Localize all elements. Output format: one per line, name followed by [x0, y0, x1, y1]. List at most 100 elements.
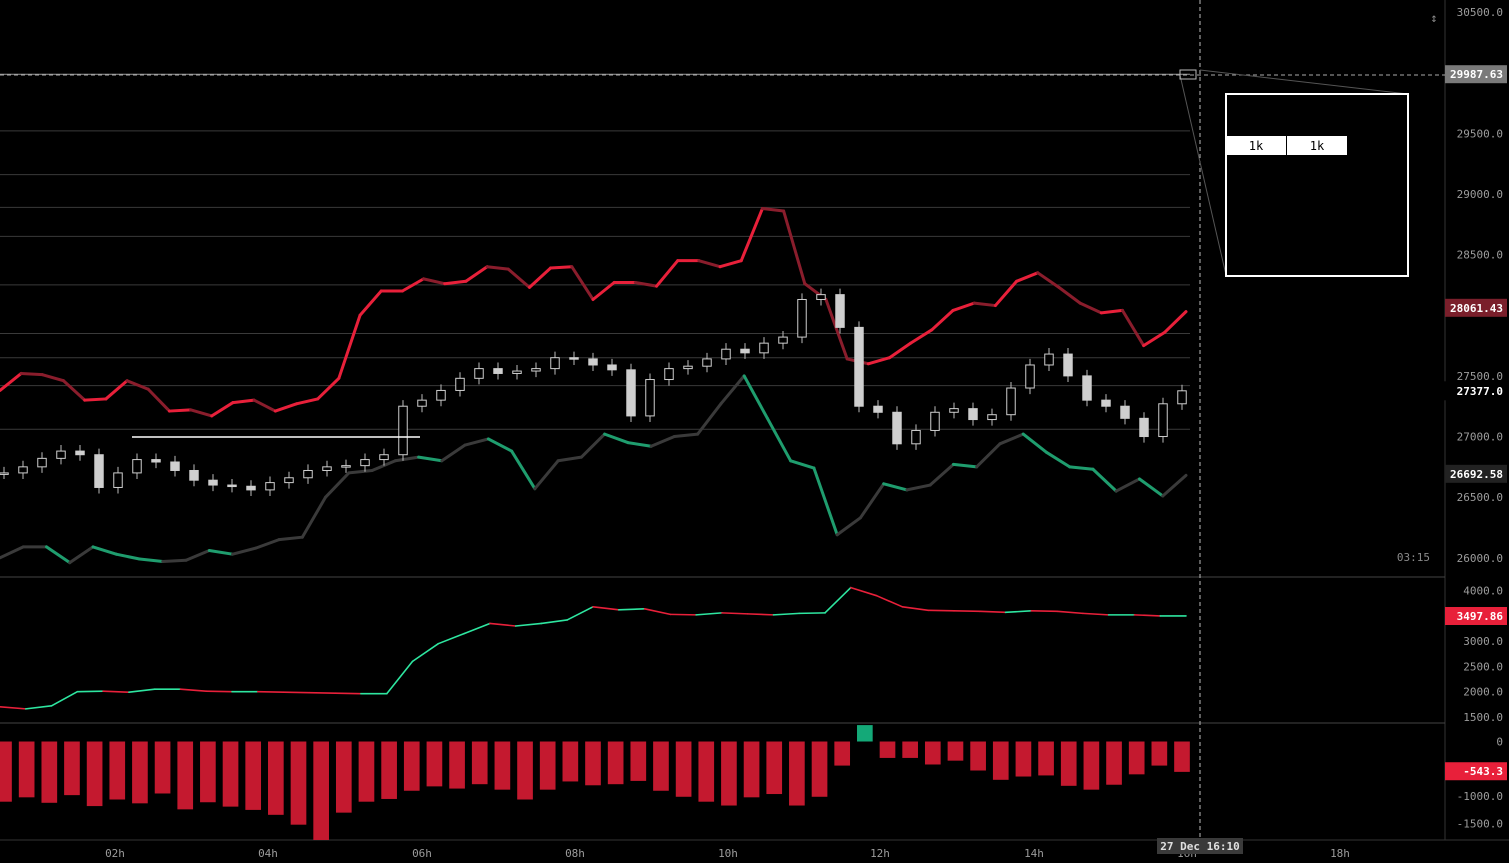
- candle: [1177, 390, 1187, 405]
- main-segment: [308, 691, 336, 695]
- candle: [645, 379, 655, 417]
- zoom-cell: [1287, 136, 1347, 155]
- upper-band-segment: [549, 265, 574, 270]
- candle: [170, 461, 180, 471]
- histogram-bar: [1060, 741, 1077, 786]
- candle: [531, 368, 541, 372]
- price-marker-label: 29987.63: [1450, 68, 1503, 81]
- zoom-frame: [1225, 93, 1409, 277]
- main-segment: [953, 610, 981, 613]
- price-marker-box: [1445, 298, 1507, 317]
- time-tick-label: 18h: [1330, 847, 1350, 860]
- lower-band-segment: [998, 432, 1025, 446]
- upper-band-segment: [782, 209, 807, 286]
- lower-band-segment: [765, 416, 793, 463]
- candle: [759, 342, 769, 354]
- histogram-bar: [64, 741, 80, 796]
- histogram-bar: [1128, 741, 1145, 775]
- histogram-bar: [743, 741, 760, 798]
- time-tick-label: 14h: [1024, 847, 1044, 860]
- candle: [1120, 405, 1130, 419]
- histogram-panel[interactable]: 0 -1000.0 -1500.0 -543.3: [0, 725, 1507, 840]
- lower-band-segment: [231, 546, 258, 556]
- candle: [550, 357, 560, 370]
- candle: [284, 477, 294, 484]
- lower-band-segment: [719, 374, 746, 406]
- main-segment: [875, 594, 904, 608]
- main-segment: [1030, 610, 1058, 613]
- upper-band-segment: [422, 277, 447, 286]
- candle: [436, 389, 446, 401]
- lower-band-segment: [417, 455, 444, 463]
- time-tick-label: 04h: [258, 847, 278, 860]
- crosshair-time-label: 27 Dec 16:10: [1160, 840, 1239, 853]
- candle: [417, 399, 427, 407]
- candle: [835, 294, 845, 328]
- candle: [987, 414, 997, 421]
- upper-band-segment: [866, 356, 891, 366]
- lower-band-segment: [882, 482, 909, 492]
- main-segment: [978, 610, 1007, 614]
- candle: [246, 485, 256, 491]
- candle: [664, 368, 674, 381]
- price-marker-box: [1445, 607, 1507, 626]
- price-price-marker: 29987.63: [1445, 65, 1507, 84]
- main-segment: [850, 586, 878, 597]
- upper-band-segment: [1099, 308, 1124, 315]
- main-segment: [411, 642, 440, 663]
- main-segment: [566, 605, 594, 621]
- main-segment: [50, 690, 79, 707]
- indicator-y-tick-label: 3000.0: [1463, 635, 1503, 648]
- main-segment: [76, 690, 104, 693]
- candle: [797, 298, 807, 338]
- price-marker-label: 28061.43: [1450, 302, 1503, 315]
- zoom-cell-label: 1k: [1249, 139, 1264, 153]
- candle: [740, 348, 750, 354]
- lower-band-segment: [184, 549, 211, 562]
- upper-band-segment: [888, 341, 913, 360]
- histogram-bar: [245, 741, 262, 810]
- main-segment: [24, 705, 53, 710]
- price-panel[interactable]: 30500.0 29500.0 29000.0 28500.0 27500.0 27000…: [0, 6, 1508, 565]
- upper-band-segment: [210, 401, 235, 418]
- lower-band-segment: [649, 435, 676, 448]
- zoom-connector: [1199, 69, 1409, 95]
- price-y-tick-label: 26500.0: [1457, 491, 1503, 504]
- main-segment: [695, 612, 723, 616]
- main-segment: [334, 692, 362, 695]
- histogram-bar: [1015, 741, 1032, 777]
- histogram-bar: [335, 741, 352, 813]
- lower-band-segment: [858, 482, 886, 520]
- price-price-marker: 28061.43: [1445, 298, 1507, 317]
- lower-band-segment: [696, 402, 723, 436]
- price-y-tick-label: 27500.0: [1457, 370, 1503, 383]
- histogram-bar: [811, 741, 828, 797]
- price-marker-label: 26692.58: [1450, 468, 1503, 481]
- main-segment: [592, 605, 620, 611]
- upper-band-segment: [252, 398, 277, 413]
- price-marker-box: [1445, 762, 1507, 781]
- upper-band-segment: [125, 379, 150, 391]
- upper-band-segment: [1015, 271, 1040, 283]
- candle: [1139, 417, 1149, 438]
- candle: [0, 472, 9, 475]
- upper-band-segment: [527, 266, 553, 289]
- price-marker-box: [1445, 65, 1507, 84]
- main-segment: [0, 706, 27, 710]
- main-segment: [824, 586, 852, 614]
- histogram-bar: [449, 741, 465, 789]
- upper-band-segment: [400, 277, 426, 293]
- lower-band-segment: [254, 538, 281, 550]
- histogram-bar: [403, 741, 420, 791]
- indicator-panel[interactable]: 4000.03500.03000.02500.02000.01500.03497…: [0, 585, 1507, 724]
- histogram-bar: [1083, 741, 1100, 790]
- upper-band-segment: [824, 297, 849, 361]
- histogram-bar: [721, 741, 737, 806]
- histogram-bar: [924, 741, 941, 765]
- lower-band-segment: [835, 516, 862, 537]
- upper-band-segment: [506, 267, 531, 289]
- upper-band-segment: [40, 373, 66, 383]
- zoom-box[interactable]: 1k 1k: [1179, 69, 1409, 277]
- time-tick-label: 10h: [718, 847, 738, 860]
